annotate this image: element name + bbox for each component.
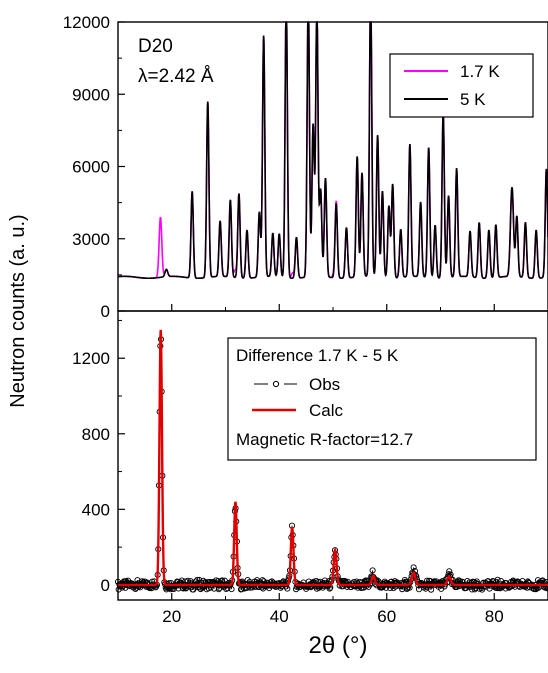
top-panel: 0 3000 6000 9000 12000 D20 λ=2.42 Å 1.7 K 5 … (63, 13, 548, 321)
legend-label-calc: Calc (309, 401, 344, 420)
bottom-legend: Difference 1.7 K - 5 K Obs Calc Magnetic… (227, 337, 537, 461)
legend-label-obs: Obs (309, 375, 340, 394)
calc-series (118, 329, 548, 587)
top-y-tick-label: 0 (101, 302, 110, 321)
bottom-panel: 0 400 800 1200 20 40 60 80 Difference 1.7 K - … (72, 310, 548, 626)
bottom-y-tick-label: 400 (82, 500, 110, 519)
obs-point (494, 576, 501, 583)
bottom-y-tick-label: 800 (82, 425, 110, 444)
obs-point (244, 576, 251, 584)
magnetic-r-factor: Magnetic R-factor=12.7 (236, 430, 413, 449)
bottom-x-ticks: 20 40 60 80 (117, 593, 548, 626)
y-axis-title: Neutron counts (a. u.) (7, 214, 29, 407)
legend-label-5k: 5 K (460, 90, 486, 109)
bottom-y-tick-label: 0 (101, 576, 110, 595)
top-y-tick-label: 6000 (72, 158, 110, 177)
top-y-tick-label: 9000 (72, 85, 110, 104)
top-legend: 1.7 K 5 K (389, 53, 534, 118)
legend-label-1-7k: 1.7 K (460, 62, 500, 81)
obs-point (469, 586, 476, 593)
bottom-x-tick-label: 60 (377, 607, 396, 626)
bottom-x-tick-label: 20 (162, 607, 181, 626)
wavelength-label: λ=2.42 Å (138, 66, 214, 87)
bottom-y-ticks: 0 400 800 1200 (72, 319, 125, 595)
legend-title-difference: Difference 1.7 K - 5 K (236, 346, 399, 365)
top-y-ticks: 0 3000 6000 9000 12000 (63, 13, 125, 321)
bottom-x-tick-label: 40 (270, 607, 289, 626)
bottom-y-tick-label: 1200 (72, 349, 110, 368)
bottom-x-tick-label: 80 (485, 607, 504, 626)
calc-line (118, 329, 548, 587)
bottom-legend-box (227, 337, 537, 461)
obs-point (424, 577, 431, 584)
top-y-tick-label: 3000 (72, 230, 110, 249)
obs-point (228, 586, 235, 593)
top-x-ticks (117, 304, 548, 311)
obs-point (410, 564, 417, 571)
series-line-5k (117, 21, 548, 280)
obs-point (428, 586, 435, 593)
instrument-label: D20 (138, 36, 173, 57)
obs-point (544, 585, 548, 592)
top-y-tick-label: 12000 (63, 13, 110, 32)
obs-point (219, 577, 226, 584)
top-series-lines (117, 21, 548, 280)
obs-point (369, 567, 376, 574)
top-legend-box (389, 53, 534, 118)
obs-point (194, 576, 201, 583)
x-axis-title: 2θ (°) (309, 632, 368, 659)
legend-swatch-obs (254, 380, 297, 388)
obs-point (455, 577, 462, 584)
